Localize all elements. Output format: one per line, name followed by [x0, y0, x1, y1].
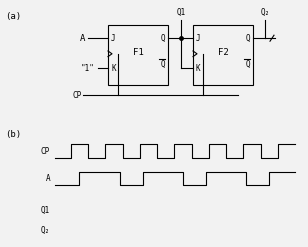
- Text: K: K: [196, 64, 201, 73]
- Text: K: K: [111, 64, 116, 73]
- Text: Q1: Q1: [176, 8, 186, 17]
- Text: Q₂: Q₂: [260, 8, 270, 17]
- Text: Q₂: Q₂: [41, 226, 50, 234]
- Text: CP: CP: [41, 146, 50, 156]
- Text: J: J: [111, 34, 116, 43]
- Text: Q: Q: [160, 60, 165, 68]
- Text: (a): (a): [5, 12, 21, 21]
- Text: CP: CP: [73, 90, 82, 100]
- Text: A: A: [45, 174, 50, 183]
- Text: A: A: [80, 34, 85, 43]
- Text: Q: Q: [245, 34, 250, 43]
- Bar: [108, 25, 168, 85]
- Text: Q: Q: [245, 60, 250, 68]
- Text: "1": "1": [81, 64, 95, 73]
- Text: J: J: [196, 34, 201, 43]
- Text: Q: Q: [160, 34, 165, 43]
- Bar: [193, 25, 253, 85]
- Text: F2: F2: [218, 47, 228, 57]
- Text: (b): (b): [5, 130, 21, 139]
- Text: Q1: Q1: [41, 206, 50, 214]
- Text: F1: F1: [133, 47, 144, 57]
